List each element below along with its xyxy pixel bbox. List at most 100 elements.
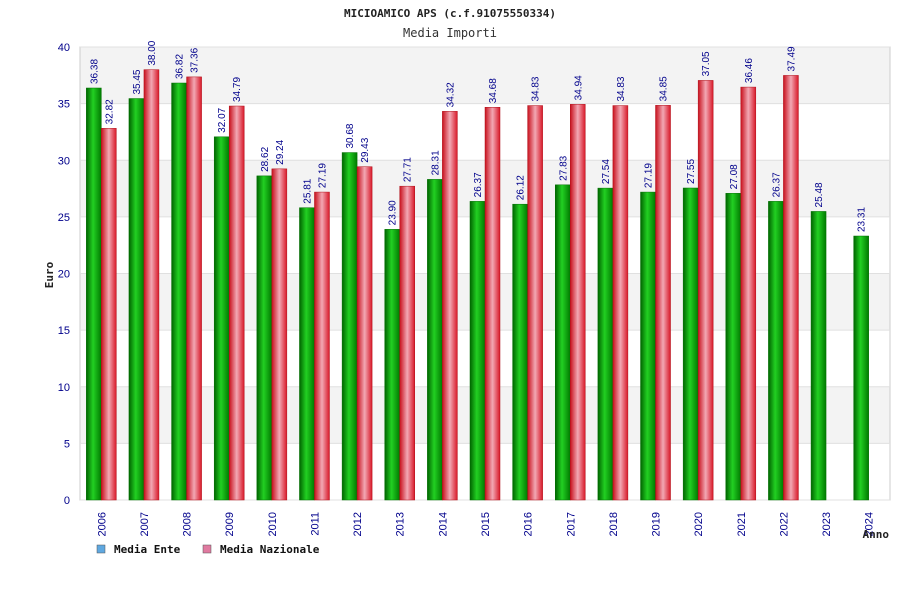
value-label-media-nazionale-2017: 34.94 — [573, 75, 584, 100]
value-label-media-ente-2009: 32.07 — [217, 107, 228, 132]
value-label-media-ente-2006: 36.38 — [89, 59, 100, 84]
bar-media-nazionale-2020 — [697, 80, 714, 501]
bar-media-ente-2019 — [640, 191, 656, 501]
value-label-media-nazionale-2014: 34.32 — [445, 82, 456, 107]
x-axis-ticks: 2006 2007 2008 2009 2010 2011 2012 2013 2014 2015… — [96, 512, 875, 536]
value-label-media-nazionale-2016: 34.83 — [531, 76, 542, 101]
y-axis-label: Euro — [43, 261, 56, 288]
value-label-media-ente-2021: 27.08 — [729, 164, 740, 189]
y-tick-label: 30 — [58, 155, 70, 167]
bar-media-ente-2014 — [427, 179, 443, 501]
y-tick-label: 5 — [64, 438, 70, 450]
x-tick-label-2018: 2018 — [608, 512, 620, 536]
bar-media-nazionale-2015 — [484, 106, 501, 501]
bar-media-nazionale-2012 — [356, 166, 373, 501]
bar-media-nazionale-2007 — [143, 69, 160, 501]
bar-media-nazionale-2017 — [570, 104, 586, 501]
y-tick-label: 20 — [58, 269, 70, 281]
x-tick-label-2012: 2012 — [352, 512, 364, 536]
value-label-media-ente-2023: 25.48 — [814, 182, 825, 207]
bar-media-nazionale-2016 — [527, 105, 543, 501]
x-tick-label-2017: 2017 — [565, 512, 577, 536]
value-label-media-ente-2019: 27.19 — [644, 163, 655, 188]
bar-media-nazionale-2021 — [740, 86, 757, 501]
value-label-media-ente-2020: 27.55 — [686, 159, 697, 184]
bar-media-nazionale-2018 — [612, 105, 629, 501]
bar-media-nazionale-2010 — [271, 168, 288, 501]
value-label-media-nazionale-2006: 32.82 — [104, 99, 115, 124]
x-tick-label-2015: 2015 — [480, 512, 492, 536]
x-tick-label-2022: 2022 — [778, 512, 790, 536]
value-label-media-ente-2012: 30.68 — [345, 123, 356, 148]
bar-media-ente-2010 — [256, 175, 273, 501]
value-label-media-nazionale-2020: 37.05 — [701, 51, 712, 76]
bar-media-nazionale-2019 — [655, 105, 671, 501]
value-label-media-ente-2013: 23.90 — [388, 200, 399, 225]
bar-media-ente-2011 — [299, 207, 315, 501]
value-label-media-nazionale-2008: 37.36 — [190, 47, 201, 72]
bar-media-nazionale-2022 — [783, 75, 799, 501]
bar-media-ente-2021 — [725, 193, 742, 501]
legend: Media Ente Media Nazionale — [96, 543, 320, 556]
x-tick-label-2014: 2014 — [437, 512, 449, 536]
value-label-media-ente-2024: 23.31 — [857, 207, 868, 232]
bar-media-ente-2012 — [341, 152, 358, 501]
x-tick-label-2023: 2023 — [821, 512, 833, 536]
bar-media-nazionale-2011 — [314, 191, 330, 501]
bar-media-ente-2023 — [810, 211, 827, 501]
y-tick-label: 40 — [58, 42, 70, 54]
value-label-media-ente-2011: 25.81 — [302, 178, 313, 203]
x-tick-label-2011: 2011 — [309, 512, 321, 536]
x-tick-label-2021: 2021 — [736, 512, 748, 536]
y-tick-label: 0 — [64, 495, 70, 507]
bars — [86, 69, 869, 501]
bar-media-nazionale-2014 — [442, 111, 458, 501]
value-label-media-ente-2010: 28.62 — [260, 146, 271, 171]
bar-media-nazionale-2009 — [228, 105, 245, 501]
legend-label-media-nazionale: Media Nazionale — [220, 543, 320, 556]
bar-media-ente-2017 — [555, 184, 571, 501]
value-label-media-nazionale-2007: 38.00 — [147, 40, 158, 65]
x-tick-label-2007: 2007 — [139, 512, 151, 536]
value-label-media-ente-2007: 35.45 — [132, 69, 143, 94]
value-label-media-nazionale-2015: 34.68 — [488, 78, 499, 103]
value-label-media-nazionale-2009: 34.79 — [232, 77, 243, 102]
x-tick-label-2010: 2010 — [267, 512, 279, 536]
value-label-media-ente-2017: 27.83 — [558, 155, 569, 180]
legend-swatch-media-ente — [96, 544, 106, 554]
bar-media-ente-2009 — [213, 136, 230, 501]
bar-media-ente-2022 — [768, 201, 784, 501]
x-tick-label-2008: 2008 — [182, 512, 194, 536]
value-label-media-nazionale-2021: 36.46 — [744, 58, 755, 83]
y-axis-ticks: 0 5 10 15 20 25 30 35 40 — [58, 42, 70, 507]
value-label-media-ente-2018: 27.54 — [601, 159, 612, 184]
x-tick-label-2019: 2019 — [651, 512, 663, 536]
bar-media-ente-2020 — [682, 187, 699, 501]
bar-media-ente-2024 — [853, 235, 869, 501]
chart-title: MICIOAMICO APS (c.f.91075550334) — [344, 7, 556, 20]
x-tick-label-2016: 2016 — [523, 512, 535, 536]
y-tick-label: 15 — [58, 325, 70, 337]
value-label-media-ente-2016: 26.12 — [516, 175, 527, 200]
bar-media-nazionale-2008 — [186, 76, 202, 501]
value-label-media-nazionale-2019: 34.85 — [659, 76, 670, 101]
x-axis-label: Anno — [863, 528, 890, 541]
value-label-media-nazionale-2012: 29.43 — [360, 137, 371, 162]
bar-media-ente-2016 — [512, 203, 528, 501]
x-tick-label-2020: 2020 — [693, 512, 705, 536]
x-tick-label-2006: 2006 — [96, 512, 108, 536]
x-tick-label-2024: 2024 — [864, 512, 876, 536]
value-label-media-ente-2008: 36.82 — [175, 54, 186, 79]
legend-swatch-media-nazionale — [202, 544, 212, 554]
bar-media-ente-2008 — [171, 82, 187, 501]
value-label-media-ente-2014: 28.31 — [430, 150, 441, 175]
bar-media-nazionale-2013 — [399, 185, 415, 501]
x-tick-label-2013: 2013 — [395, 512, 407, 536]
value-label-media-nazionale-2010: 29.24 — [275, 139, 286, 164]
bar-media-nazionale-2006 — [101, 128, 117, 501]
y-tick-label: 35 — [58, 99, 70, 111]
value-label-media-nazionale-2018: 34.83 — [616, 76, 627, 101]
y-tick-label: 10 — [58, 382, 70, 394]
value-labels: 36.38 32.82 35.45 38.00 36.82 37.36 32.07 34.79… — [89, 40, 867, 232]
